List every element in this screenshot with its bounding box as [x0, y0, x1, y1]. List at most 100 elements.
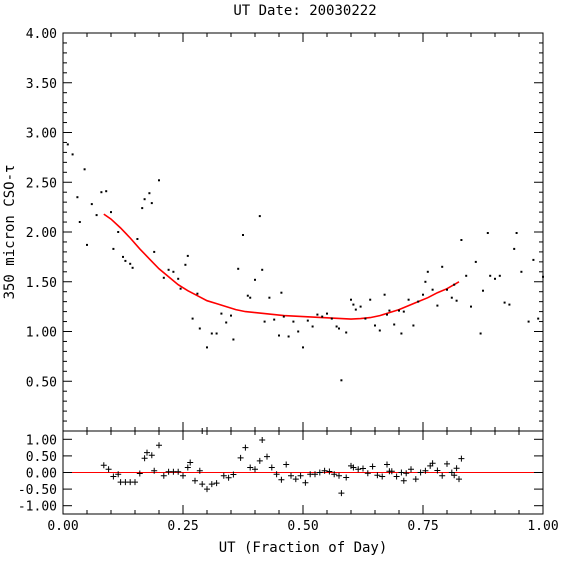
residual-point-27 — [220, 472, 227, 479]
residual-point-42 — [292, 476, 299, 483]
residual-point-72 — [422, 467, 429, 474]
residual-point-31 — [242, 444, 249, 451]
tau-point-46 — [258, 215, 261, 218]
tau-point-36 — [215, 332, 218, 335]
residual-point-38 — [273, 471, 280, 478]
tau-point-99 — [474, 260, 477, 263]
residual-points — [100, 428, 465, 497]
tau-point-69 — [352, 303, 355, 306]
tau-point-111 — [527, 320, 530, 323]
tau-point-20 — [148, 192, 151, 195]
x-tick-label-3: 0.75 — [407, 519, 438, 534]
tau-point-50 — [273, 318, 276, 321]
tau-point-8 — [100, 191, 103, 194]
residual-point-52 — [338, 490, 345, 497]
tau-point-25 — [167, 268, 170, 271]
tau-point-112 — [532, 258, 535, 261]
bottom-panel-ticks — [62, 431, 544, 514]
residual-point-75 — [434, 467, 441, 474]
residual-point-81 — [456, 476, 462, 483]
bottom-panel-ytick-labels: -1.00 -0.500.00 0.50 1.00 — [18, 433, 57, 514]
tau-point-88 — [426, 270, 429, 273]
tau-point-70 — [354, 308, 357, 311]
residual-point-43 — [297, 472, 304, 479]
tau-point-67 — [345, 331, 348, 334]
top-panel-ytick-labels: 0.50 1.00 1.50 2.00 2.50 3.00 3.50 4.00 — [26, 27, 57, 390]
tau-point-90 — [436, 304, 439, 307]
tau-point-75 — [378, 329, 381, 332]
tau-point-57 — [302, 346, 304, 349]
tau-point-14 — [124, 259, 127, 262]
bottom-ytick-label-0: -1.00 — [18, 500, 57, 515]
tau-point-19 — [143, 198, 146, 201]
tau-point-0 — [66, 143, 69, 146]
residual-point-55 — [350, 464, 357, 471]
residual-point-46 — [312, 471, 318, 478]
tau-point-103 — [489, 274, 492, 277]
residual-point-44 — [302, 479, 309, 486]
top-panel-frame — [62, 32, 544, 432]
tau-point-3 — [78, 221, 81, 223]
residual-point-40 — [283, 461, 290, 468]
residual-point-67 — [400, 477, 407, 484]
tau-point-62 — [326, 312, 328, 315]
residual-point-64 — [388, 468, 395, 475]
tau-point-63 — [330, 317, 333, 320]
top-panel: 0.50 1.00 1.50 2.00 2.50 3.00 3.50 4.00 350 mic… — [2, 27, 544, 432]
residual-point-77 — [444, 460, 450, 467]
tau-point-30 — [186, 254, 189, 257]
residual-point-10 — [144, 449, 150, 456]
residual-point-68 — [403, 470, 410, 477]
residual-point-61 — [379, 473, 386, 480]
tau-point-114 — [542, 275, 544, 278]
residual-point-57 — [360, 465, 366, 472]
residual-point-19 — [184, 464, 191, 471]
tau-point-100 — [479, 332, 482, 335]
tau-point-108 — [513, 247, 516, 250]
residual-point-70 — [412, 476, 419, 483]
tau-point-44 — [249, 296, 252, 299]
residual-point-41 — [288, 472, 294, 479]
tau-point-12 — [117, 231, 120, 233]
tau-point-81 — [400, 332, 403, 335]
tau-point-35 — [210, 332, 213, 335]
tau-point-42 — [242, 234, 244, 236]
residual-point-18 — [180, 472, 186, 479]
top-ytick-label-7: 4.00 — [26, 27, 57, 42]
tau-point-94 — [453, 283, 456, 286]
residual-point-83 — [199, 428, 206, 434]
residual-point-2 — [110, 473, 117, 480]
tau-point-32 — [196, 292, 199, 295]
top-panel-ticks — [62, 32, 544, 431]
tau-point-80 — [398, 309, 400, 312]
tau-point-28 — [179, 287, 182, 290]
bottom-ytick-label-1: -0.50 — [18, 483, 57, 498]
tau-point-18 — [141, 207, 144, 210]
residual-point-58 — [364, 470, 371, 477]
x-tick-label-2: 0.50 — [287, 519, 318, 534]
x-axis-label: UT (Fraction of Day) — [219, 540, 388, 556]
tau-point-48 — [263, 320, 266, 323]
tau-point-54 — [287, 335, 290, 338]
tau-point-37 — [220, 312, 223, 315]
tau-point-102 — [486, 232, 489, 234]
tau-point-79 — [393, 323, 396, 326]
top-ytick-label-5: 3.00 — [26, 127, 57, 142]
tau-point-39 — [230, 314, 232, 317]
top-ytick-label-1: 1.00 — [26, 326, 57, 341]
chart-title: UT Date: 20030222 — [233, 3, 376, 19]
residual-point-25 — [208, 481, 215, 488]
residual-point-51 — [336, 472, 342, 479]
tau-point-59 — [311, 325, 314, 328]
residual-point-21 — [192, 477, 198, 484]
residual-point-35 — [259, 437, 266, 443]
residual-point-26 — [213, 480, 220, 487]
tau-point-109 — [515, 232, 518, 234]
tau-point-84 — [412, 324, 415, 327]
tau-point-56 — [297, 330, 300, 333]
tau-point-92 — [446, 288, 448, 291]
y-axis-label: 350 micron CSO-τ — [2, 165, 18, 300]
residual-point-13 — [156, 442, 162, 449]
tau-point-76 — [383, 293, 386, 296]
residual-point-9 — [141, 455, 148, 462]
